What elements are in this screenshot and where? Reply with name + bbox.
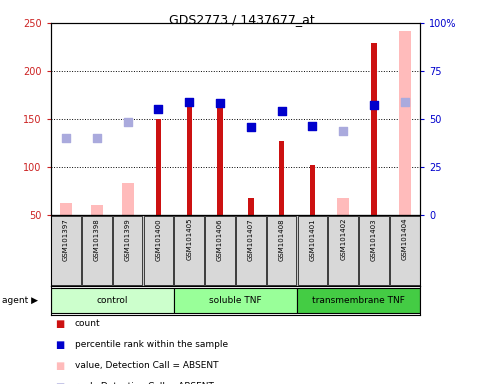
Text: GSM101404: GSM101404 [402, 218, 408, 260]
Text: GSM101403: GSM101403 [371, 218, 377, 260]
Text: GSM101407: GSM101407 [248, 218, 254, 260]
Text: ■: ■ [56, 319, 65, 329]
Bar [337, 198, 349, 215]
Bar [156, 119, 161, 215]
Bar [144, 216, 173, 285]
Text: percentile rank within the sample: percentile rank within the sample [75, 340, 228, 349]
Bar [398, 31, 411, 215]
Bar [217, 104, 223, 215]
Bar [328, 216, 358, 285]
Bar [51, 288, 173, 313]
Point [124, 119, 131, 125]
Text: agent ▶: agent ▶ [2, 296, 39, 305]
Point [247, 124, 255, 130]
Bar [51, 216, 81, 285]
Text: GSM101408: GSM101408 [279, 218, 284, 260]
Bar [390, 216, 420, 285]
Text: ■: ■ [56, 361, 65, 371]
Bar [186, 102, 192, 215]
Text: soluble TNF: soluble TNF [209, 296, 262, 305]
Point [216, 100, 224, 106]
Text: count: count [75, 319, 100, 328]
Text: GDS2773 / 1437677_at: GDS2773 / 1437677_at [169, 13, 314, 26]
Text: GSM101398: GSM101398 [94, 218, 100, 261]
Point [278, 108, 285, 114]
Point [185, 99, 193, 105]
Bar [82, 216, 112, 285]
Text: GSM101399: GSM101399 [125, 218, 131, 261]
Text: ■: ■ [56, 382, 65, 384]
Bar [298, 288, 420, 313]
Bar [248, 198, 254, 215]
Text: value, Detection Call = ABSENT: value, Detection Call = ABSENT [75, 361, 218, 370]
Text: ■: ■ [56, 340, 65, 350]
Text: GSM101406: GSM101406 [217, 218, 223, 260]
Text: GSM101405: GSM101405 [186, 218, 192, 260]
Text: control: control [97, 296, 128, 305]
Point [370, 101, 378, 108]
Point [309, 123, 316, 129]
Bar [60, 203, 72, 215]
Point [62, 135, 70, 141]
Bar [279, 141, 284, 215]
Point [401, 99, 409, 105]
Text: GSM101401: GSM101401 [310, 218, 315, 260]
Bar [122, 184, 134, 215]
Bar [91, 205, 103, 215]
Point [93, 135, 101, 141]
Bar [310, 165, 315, 215]
Bar [236, 216, 266, 285]
Bar [298, 216, 327, 285]
Bar [205, 216, 235, 285]
Bar [113, 216, 142, 285]
Text: rank, Detection Call = ABSENT: rank, Detection Call = ABSENT [75, 382, 214, 384]
Point [340, 127, 347, 134]
Text: GSM101400: GSM101400 [156, 218, 161, 260]
Bar [359, 216, 389, 285]
Text: transmembrane TNF: transmembrane TNF [312, 296, 405, 305]
Text: GSM101397: GSM101397 [63, 218, 69, 261]
Point [155, 106, 162, 113]
Bar [371, 43, 377, 215]
Bar [174, 288, 297, 313]
Bar [267, 216, 297, 285]
Text: GSM101402: GSM101402 [340, 218, 346, 260]
Bar [174, 216, 204, 285]
